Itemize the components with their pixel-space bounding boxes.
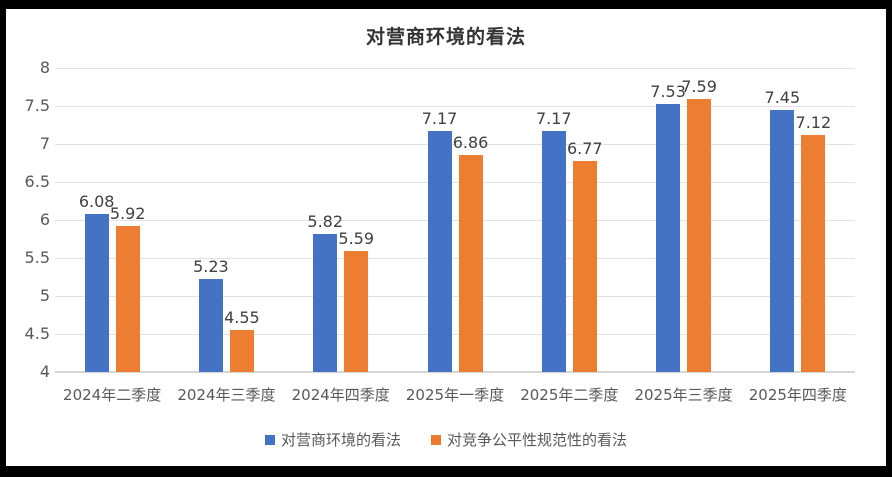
bar-value-label: 5.92: [109, 204, 146, 224]
gridline: [55, 106, 855, 107]
bar-value-label: 7.59: [681, 77, 717, 97]
bar-series2: [801, 134, 826, 372]
gridline: [55, 258, 855, 259]
y-axis-tick-label: 7.5: [24, 96, 50, 115]
legend-item: 对竞争公平性规范性的看法: [431, 429, 627, 450]
y-axis-tick-label: 8: [39, 58, 50, 77]
bar-value-label: 7.53: [650, 81, 686, 101]
bar-series1: [313, 233, 338, 372]
bar-series2: [572, 161, 597, 372]
bar-value-label: 6.77: [566, 139, 603, 159]
y-axis-tick-label: 4: [39, 362, 50, 381]
bar-value-label: 5.59: [338, 229, 375, 249]
gridline: [55, 296, 855, 297]
legend: 对营商环境的看法 对竞争公平性规范性的看法: [6, 429, 886, 450]
bar-value-label: 5.23: [193, 256, 229, 276]
bar-series2: [115, 226, 140, 372]
y-axis-tick-label: 5.5: [24, 248, 50, 267]
x-axis-category-label: 2025年三季度: [634, 386, 733, 404]
bar-value-label: 4.55: [224, 308, 260, 328]
bar-value-label: 6.86: [452, 132, 489, 152]
bar-series2: [344, 251, 369, 372]
gridline: [55, 334, 855, 335]
y-axis-tick-label: 5: [39, 286, 50, 305]
bar-value-label: 7.12: [795, 112, 832, 132]
y-axis-tick-label: 7: [39, 134, 50, 153]
x-axis-category-label: 2024年二季度: [63, 386, 162, 404]
chart-canvas: 对营商环境的看法 8 7.5 7 6.5 6 5.5 5 4.5 4 6.08 5.92 2024年二…: [6, 9, 886, 466]
x-axis-line: [55, 371, 855, 373]
bar-series1: [541, 131, 566, 372]
bar-value-label: 6.08: [78, 191, 115, 211]
bar-series1: [198, 278, 223, 372]
legend-swatch: [431, 434, 441, 445]
x-axis-category-label: 2025年四季度: [748, 386, 847, 404]
legend-item: 对营商环境的看法: [264, 429, 401, 450]
legend-label: 对竞争公平性规范性的看法: [447, 431, 628, 449]
y-axis-tick-label: 6: [39, 210, 50, 229]
legend-label: 对营商环境的看法: [280, 431, 401, 449]
legend-swatch: [264, 434, 275, 445]
x-axis-category-label: 2024年四季度: [291, 386, 390, 404]
bar-series1: [84, 213, 109, 372]
plot-area: 8 7.5 7 6.5 6 5.5 5 4.5 4 6.08 5.92 2024年二季度 5.23 4.5…: [6, 9, 886, 466]
bar-series1: [656, 103, 681, 372]
bar-series2: [687, 99, 712, 372]
bar-series2: [229, 330, 254, 372]
x-axis-category-label: 2025年一季度: [405, 386, 505, 404]
bar-series2: [458, 154, 483, 372]
gridline: [55, 182, 855, 183]
gridline: [55, 68, 855, 69]
x-axis-category-label: 2024年三季度: [177, 386, 276, 404]
bar-series1: [427, 131, 452, 372]
bar-value-label: 7.17: [421, 109, 458, 129]
bar-value-label: 5.82: [307, 211, 344, 231]
bar-value-label: 7.45: [764, 87, 801, 107]
gridline: [55, 220, 855, 221]
x-axis-category-label: 2025年二季度: [520, 386, 619, 404]
bar-value-label: 7.17: [535, 109, 572, 129]
chart-title: 对营商环境的看法: [365, 26, 526, 48]
y-axis-tick-label: 4.5: [24, 324, 50, 343]
bar-series1: [770, 109, 795, 372]
y-axis-tick-label: 6.5: [24, 172, 50, 191]
gridline: [55, 144, 855, 145]
